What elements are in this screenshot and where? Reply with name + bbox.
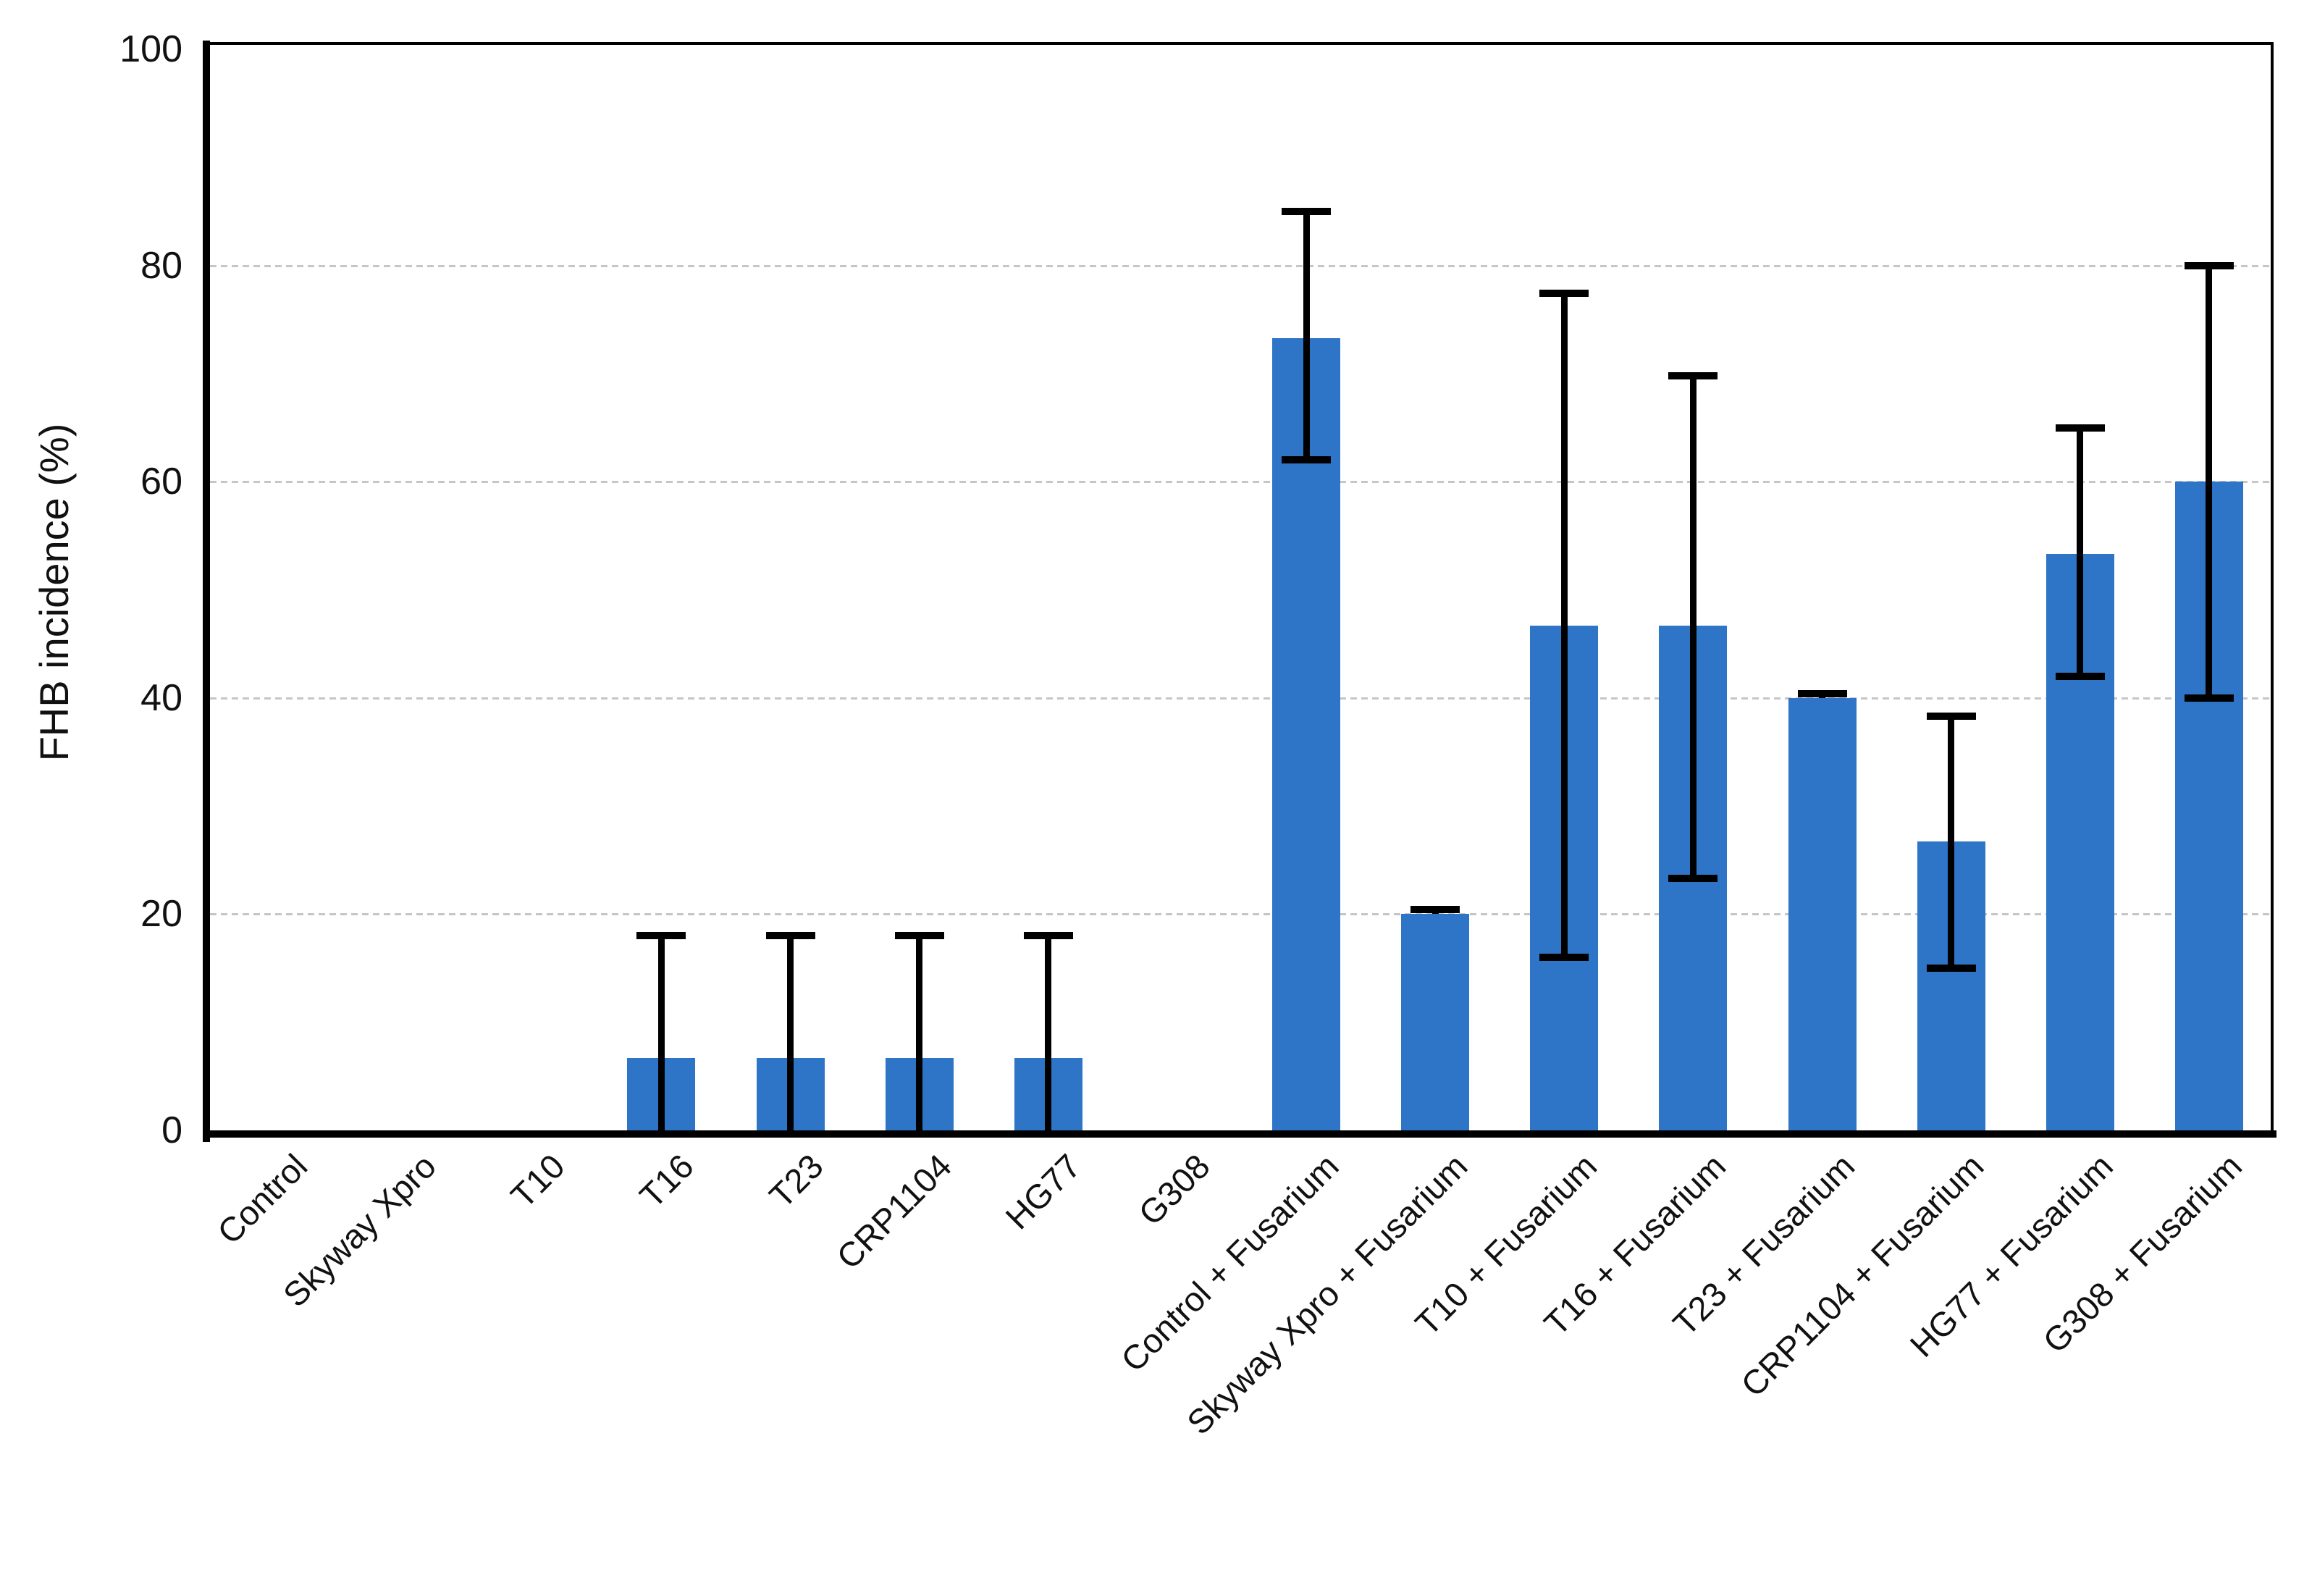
error-bar-stem-hg77 — [1045, 936, 1052, 1130]
error-bar-cap-bottom-control-fusarium — [1282, 456, 1332, 464]
x-tick-label-t10: T10 — [503, 1146, 573, 1216]
error-bar-stem-t23 — [787, 936, 794, 1130]
error-bar-stem-hg77-fusarium — [2077, 427, 2084, 676]
error-bar-cap-top-crp1104-fusarium — [1926, 713, 1976, 721]
error-bar-cap-top-t16 — [636, 932, 686, 940]
error-bar-cap-top-hg77-fusarium — [2055, 424, 2105, 432]
bar-skyway-xpro-fusarium — [1401, 914, 1470, 1130]
x-tick-label-g308: G308 — [1130, 1146, 1217, 1233]
bar-t23-fusarium — [1788, 697, 1857, 1130]
x-tick-label-control: Control — [209, 1146, 314, 1251]
error-bar-cap-top-t16-fusarium — [1668, 371, 1718, 379]
bar-control-fusarium — [1272, 337, 1341, 1130]
x-tick-label-hg77: HG77 — [998, 1146, 1088, 1237]
error-bar-stem-t16 — [657, 936, 665, 1130]
error-bar-cap-top-t23-fusarium — [1797, 689, 1847, 697]
error-bar-cap-bottom-g308-fusarium — [2184, 694, 2234, 702]
x-tick-label-crp1104: CRP1104 — [829, 1146, 959, 1277]
error-bar-stem-t16-fusarium — [1689, 375, 1697, 879]
error-bar-cap-top-t23 — [765, 932, 815, 940]
error-bar-cap-bottom-t10-fusarium — [1539, 954, 1589, 962]
y-axis-line — [203, 41, 210, 1142]
error-bar-cap-top-t10-fusarium — [1539, 290, 1589, 298]
y-tick-label-60: 60 — [140, 461, 182, 503]
error-bar-cap-top-skyway-xpro-fusarium — [1410, 906, 1460, 914]
y-tick-label-0: 0 — [161, 1109, 182, 1151]
error-bar-stem-crp1104 — [916, 936, 923, 1130]
error-bar-cap-bottom-t16-fusarium — [1668, 875, 1718, 883]
x-axis-line — [203, 1130, 2276, 1138]
gridline-40 — [210, 697, 2274, 700]
error-bar-cap-bottom-crp1104-fusarium — [1926, 965, 1976, 973]
plot-border-right — [2271, 45, 2274, 1130]
error-bar-cap-bottom-hg77-fusarium — [2055, 672, 2105, 680]
gridline-80 — [210, 264, 2274, 267]
error-bar-cap-top-crp1104 — [894, 932, 944, 940]
error-bar-stem-control-fusarium — [1303, 211, 1310, 461]
y-tick-label-80: 80 — [140, 244, 182, 287]
error-bar-cap-top-hg77 — [1023, 932, 1073, 940]
y-tick-label-40: 40 — [140, 676, 182, 719]
y-tick-label-20: 20 — [140, 893, 182, 936]
x-tick-label-crp1104-fusarium: CRP1104 + Fusarium — [1733, 1146, 1991, 1404]
y-axis-title: FHB incidence (%) — [31, 423, 77, 762]
x-tick-label-control-fusarium: Control + Fusarium — [1113, 1146, 1346, 1379]
error-bar-cap-top-g308-fusarium — [2184, 261, 2234, 269]
x-tick-label-t16: T16 — [632, 1146, 702, 1216]
gridline-20 — [210, 913, 2274, 916]
error-bar-cap-top-control-fusarium — [1282, 207, 1332, 215]
gridline-60 — [210, 481, 2274, 484]
error-bar-stem-t10-fusarium — [1560, 293, 1568, 958]
error-bar-stem-g308-fusarium — [2206, 265, 2213, 698]
plot-border-top — [210, 42, 2274, 45]
x-tick-label-t23: T23 — [761, 1146, 831, 1216]
error-bar-stem-crp1104-fusarium — [1948, 716, 1955, 969]
y-tick-label-100: 100 — [119, 28, 182, 70]
